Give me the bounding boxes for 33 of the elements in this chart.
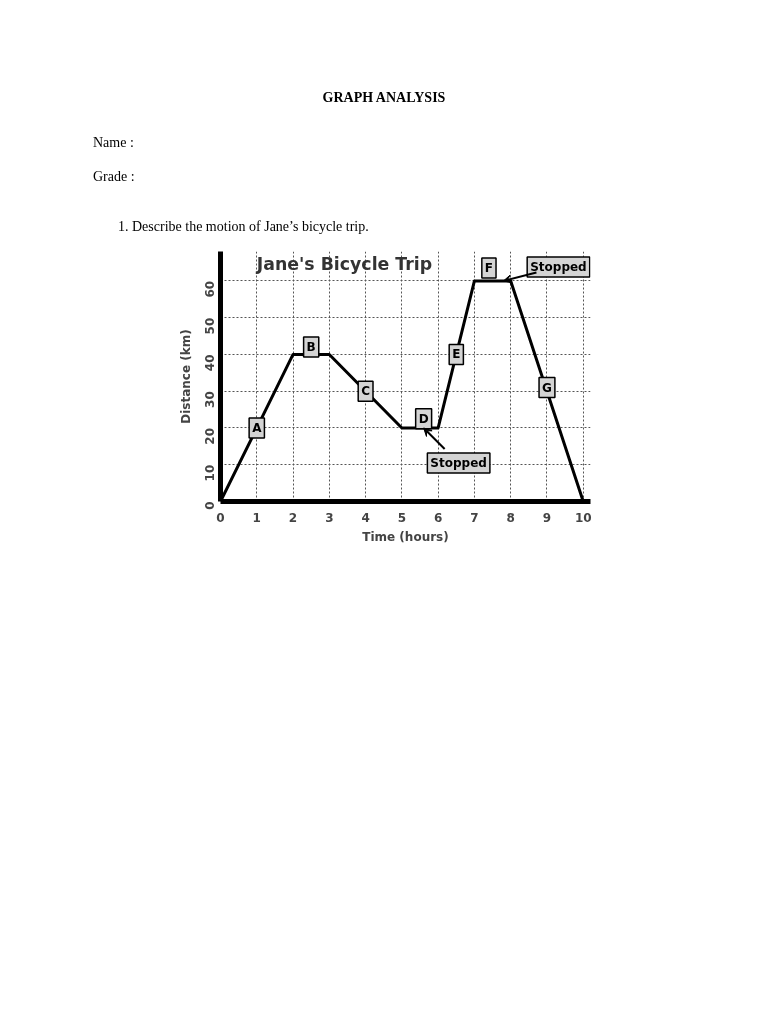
y-tick-label: 60 <box>203 280 217 298</box>
annotation: D <box>418 411 429 426</box>
annotation: E <box>452 347 461 362</box>
y-tick-label: 40 <box>203 354 217 372</box>
y-tick-label: 10 <box>203 464 217 482</box>
x-tick-label: 8 <box>506 510 515 525</box>
x-tick-label: 10 <box>574 510 592 525</box>
text: GRAPH ANALYSIS <box>322 89 446 107</box>
y-axis-title: Distance (km) <box>178 329 193 424</box>
x-tick-label: 9 <box>542 510 552 525</box>
x-axis-title: Time (hours) <box>362 529 449 544</box>
annotation: B <box>306 340 316 355</box>
x-tick-label: 5 <box>397 510 407 525</box>
x-tick-label: 6 <box>433 510 443 525</box>
x-tick-label: 3 <box>325 510 334 525</box>
y-tick-label: 20 <box>203 427 217 445</box>
annotation: G <box>542 380 552 395</box>
chart-title: Jane's Bicycle Trip <box>255 253 433 274</box>
x-tick-label: 7 <box>470 510 479 525</box>
annotation: C <box>361 384 371 399</box>
text: Name : <box>93 134 134 152</box>
annotation: F <box>484 261 494 276</box>
x-tick-label: 1 <box>252 510 261 525</box>
annotation: Stopped <box>430 455 487 470</box>
annotation: Stopped <box>530 259 587 274</box>
y-tick-label: 30 <box>203 391 217 408</box>
x-tick-label: 4 <box>361 510 370 525</box>
text: 1. Describe the motion of Jane’s bicycle trip. <box>118 218 369 236</box>
text: Grade : <box>93 168 135 186</box>
y-tick-label: 0 <box>203 501 217 510</box>
y-tick-label: 50 <box>203 317 217 335</box>
annotation: A <box>252 420 263 435</box>
x-tick-label: 2 <box>288 510 298 525</box>
